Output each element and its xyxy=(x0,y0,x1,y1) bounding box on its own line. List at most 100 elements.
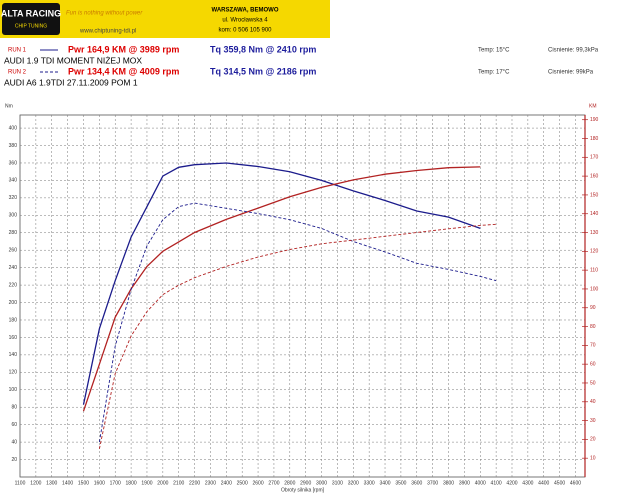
y-tick-label: 340 xyxy=(9,178,18,184)
x-tick-label: 2900 xyxy=(300,480,311,486)
x-tick-label: 4500 xyxy=(554,480,565,486)
y2-tick-label: 80 xyxy=(590,324,596,330)
x-tick-label: 4000 xyxy=(475,480,486,486)
y-tick-label: 100 xyxy=(9,387,18,393)
phone: kom: 0 506 105 900 xyxy=(218,28,272,34)
y2-tick-label: 190 xyxy=(590,117,599,123)
x-tick-label: 2100 xyxy=(173,480,184,486)
x-tick-label: 3200 xyxy=(348,480,359,486)
x-tick-label: 2700 xyxy=(268,480,279,486)
run-pressure: Cisnienie: 99kPa xyxy=(548,70,594,76)
run-title: AUDI A6 1.9TDI 27.11.2009 POM 1 xyxy=(4,77,138,87)
run-power: Pwr 134,4 KM @ 4009 rpm xyxy=(68,66,179,76)
run-label: RUN 2 xyxy=(8,70,27,76)
y-tick-label: 120 xyxy=(9,370,18,376)
y-tick-label: 60 xyxy=(11,422,17,428)
y-tick-label: 400 xyxy=(9,125,18,131)
power-curve xyxy=(98,223,497,449)
x-tick-label: 1800 xyxy=(126,480,137,486)
x-tick-label: 4200 xyxy=(506,480,517,486)
run-power: Pwr 164,9 KM @ 3989 rpm xyxy=(68,44,179,54)
y-tick-label: 380 xyxy=(9,143,18,149)
y2-tick-label: 30 xyxy=(590,418,596,424)
run-torque: Tq 359,8 Nm @ 2410 rpm xyxy=(210,44,316,54)
x-tick-label: 2500 xyxy=(237,480,248,486)
y-tick-label: 240 xyxy=(9,265,18,271)
y2-tick-label: 160 xyxy=(590,173,599,179)
run-label: RUN 1 xyxy=(8,48,27,54)
y2-tick-label: 60 xyxy=(590,361,596,367)
city: WARSZAWA, BEMOWO xyxy=(212,8,279,14)
y2-tick-label: 70 xyxy=(590,343,596,349)
x-tick-label: 2800 xyxy=(284,480,295,486)
y2-tick-label: 180 xyxy=(590,136,599,142)
y2-tick-label: 20 xyxy=(590,437,596,443)
run-temp: Temp: 17°C xyxy=(478,70,510,76)
x-tick-label: 1500 xyxy=(78,480,89,486)
y-tick-label: 220 xyxy=(9,282,18,288)
x-tick-label: 1200 xyxy=(30,480,41,486)
run-title: AUDI 1.9 TDI MOMENT NIŻEJ MOX xyxy=(4,55,142,65)
logo: ALTA RACING xyxy=(1,8,61,18)
y2-tick-label: 150 xyxy=(590,192,599,198)
x-tick-label: 3500 xyxy=(395,480,406,486)
x-tick-label: 2400 xyxy=(221,480,232,486)
x-tick-label: 1600 xyxy=(94,480,105,486)
y-tick-label: 360 xyxy=(9,160,18,166)
x-tick-label: 4300 xyxy=(522,480,533,486)
torque-curve xyxy=(98,202,497,443)
logo-sub: CHIP TUNING xyxy=(15,23,47,29)
x-tick-label: 1400 xyxy=(62,480,73,486)
y-tick-label: 80 xyxy=(11,405,17,411)
x-tick-label: 3600 xyxy=(411,480,422,486)
y2-tick-label: 10 xyxy=(590,456,596,462)
x-tick-label: 2000 xyxy=(157,480,168,486)
x-tick-label: 3800 xyxy=(443,480,454,486)
run-temp: Temp: 15°C xyxy=(478,48,510,54)
y-tick-label: 300 xyxy=(9,213,18,219)
y-tick-label: 320 xyxy=(9,195,18,201)
y-tick-label: 280 xyxy=(9,230,18,236)
y2-tick-label: 120 xyxy=(590,249,599,255)
power-curve xyxy=(82,166,481,412)
x-tick-label: 1100 xyxy=(15,480,26,486)
tagline: Fun is nothing without power xyxy=(66,11,143,17)
y-tick-label: 180 xyxy=(9,317,18,323)
x-tick-label: 1300 xyxy=(46,480,57,486)
y2-tick-label: 110 xyxy=(590,267,598,273)
y-tick-label: 200 xyxy=(9,300,18,306)
run-pressure: Cisnienie: 99,3kPa xyxy=(548,48,599,54)
run-torque: Tq 314,5 Nm @ 2186 rpm xyxy=(210,66,316,76)
y-tick-label: 160 xyxy=(9,335,18,341)
x-tick-label: 3400 xyxy=(379,480,390,486)
logo-box xyxy=(2,3,60,35)
y2-axis-label: KM xyxy=(589,103,597,109)
y-axis-label: Nm xyxy=(5,103,13,109)
x-tick-label: 1700 xyxy=(110,480,121,486)
y2-tick-label: 130 xyxy=(590,230,599,236)
x-tick-label: 4100 xyxy=(491,480,502,486)
x-tick-label: 1900 xyxy=(141,480,152,486)
y-tick-label: 140 xyxy=(9,352,18,358)
site: www.chiptuning-tdi.pl xyxy=(79,29,136,35)
x-tick-label: 3000 xyxy=(316,480,327,486)
y2-tick-label: 50 xyxy=(590,380,596,386)
y2-tick-label: 40 xyxy=(590,399,596,405)
y2-tick-label: 90 xyxy=(590,305,596,311)
x-tick-label: 4400 xyxy=(538,480,549,486)
y2-tick-label: 140 xyxy=(590,211,599,217)
x-tick-label: 3300 xyxy=(364,480,375,486)
x-axis-label: Obroty silnika [rpm] xyxy=(281,487,325,493)
x-tick-label: 3100 xyxy=(332,480,343,486)
chart: RUN 1 Pwr 164,9 KM @ 3989 rpm Tq 359,8 Nm … xyxy=(4,44,599,493)
x-tick-label: 3900 xyxy=(459,480,470,486)
y-tick-label: 40 xyxy=(11,439,17,445)
x-tick-label: 2600 xyxy=(252,480,263,486)
y-tick-label: 260 xyxy=(9,248,18,254)
y2-tick-label: 170 xyxy=(590,155,599,161)
x-tick-label: 2200 xyxy=(189,480,200,486)
x-tick-label: 2300 xyxy=(205,480,216,486)
y2-tick-label: 100 xyxy=(590,286,599,292)
street: ul. Wrocławska 4 xyxy=(222,18,268,24)
